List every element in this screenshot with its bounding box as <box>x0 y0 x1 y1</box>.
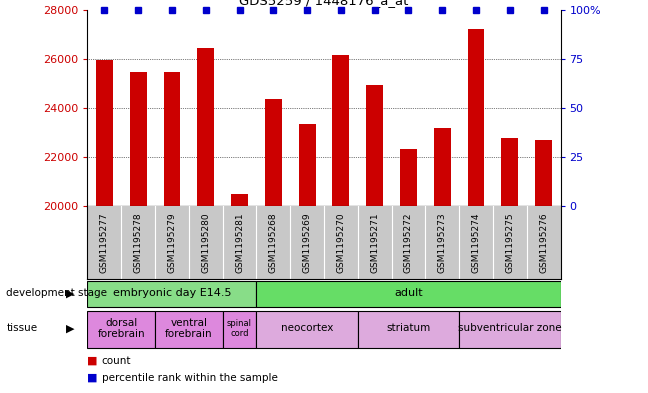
Bar <box>265 99 282 206</box>
Text: ventral
forebrain: ventral forebrain <box>165 318 213 339</box>
Bar <box>197 48 214 206</box>
Bar <box>87 281 257 307</box>
Text: GSM1195275: GSM1195275 <box>505 212 515 273</box>
Bar <box>358 310 459 348</box>
Bar <box>96 60 113 206</box>
Text: ■: ■ <box>87 373 98 383</box>
Text: GSM1195268: GSM1195268 <box>269 212 278 273</box>
Bar <box>87 310 155 348</box>
Bar <box>332 55 349 206</box>
Text: GSM1195273: GSM1195273 <box>438 212 446 273</box>
Text: neocortex: neocortex <box>281 323 333 333</box>
Text: adult: adult <box>394 288 422 298</box>
Text: striatum: striatum <box>386 323 431 333</box>
Title: GDS5259 / 1448176_a_at: GDS5259 / 1448176_a_at <box>239 0 409 7</box>
Text: GSM1195271: GSM1195271 <box>370 212 379 273</box>
Text: spinal
cord: spinal cord <box>227 319 252 338</box>
Bar <box>223 310 257 348</box>
Text: GSM1195278: GSM1195278 <box>133 212 143 273</box>
Text: count: count <box>102 356 132 366</box>
Text: GSM1195280: GSM1195280 <box>202 212 210 273</box>
Text: embryonic day E14.5: embryonic day E14.5 <box>113 288 231 298</box>
Bar <box>502 138 518 206</box>
Text: GSM1195272: GSM1195272 <box>404 212 413 273</box>
Bar <box>257 281 561 307</box>
Bar <box>434 128 451 206</box>
Text: percentile rank within the sample: percentile rank within the sample <box>102 373 277 383</box>
Text: dorsal
forebrain: dorsal forebrain <box>97 318 145 339</box>
Bar <box>366 85 383 206</box>
Text: GSM1195276: GSM1195276 <box>539 212 548 273</box>
Bar <box>299 124 316 206</box>
Text: GSM1195279: GSM1195279 <box>167 212 176 273</box>
Text: ▶: ▶ <box>66 323 75 333</box>
Bar <box>535 140 552 206</box>
Bar <box>257 310 358 348</box>
Bar <box>468 29 485 206</box>
Text: ■: ■ <box>87 356 98 366</box>
Text: GSM1195270: GSM1195270 <box>336 212 345 273</box>
Text: tissue: tissue <box>6 323 38 333</box>
Bar <box>459 310 561 348</box>
Bar <box>130 72 146 206</box>
Text: subventricular zone: subventricular zone <box>458 323 562 333</box>
Text: GSM1195269: GSM1195269 <box>303 212 312 273</box>
Text: ▶: ▶ <box>66 288 75 298</box>
Text: development stage: development stage <box>6 288 108 298</box>
Text: GSM1195274: GSM1195274 <box>472 212 481 273</box>
Text: GSM1195281: GSM1195281 <box>235 212 244 273</box>
Bar <box>155 310 223 348</box>
Bar <box>231 194 248 206</box>
Text: GSM1195277: GSM1195277 <box>100 212 109 273</box>
Bar <box>400 149 417 206</box>
Bar <box>163 72 180 206</box>
